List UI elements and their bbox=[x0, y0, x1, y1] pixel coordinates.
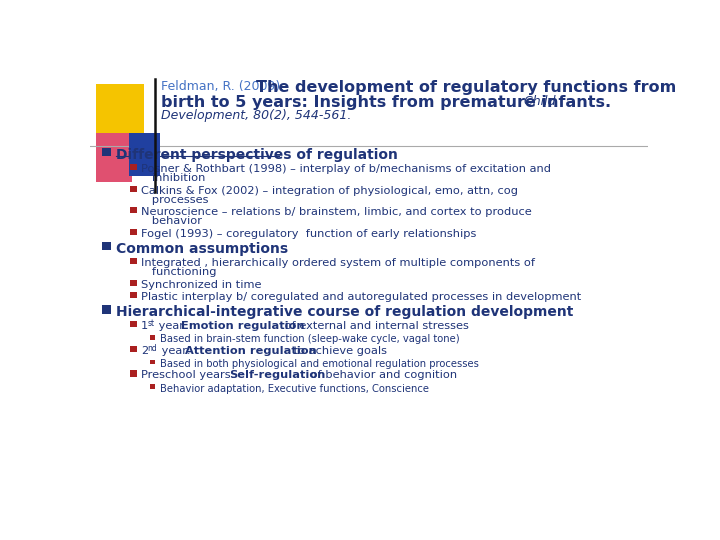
Text: Emotion regulation: Emotion regulation bbox=[181, 321, 305, 331]
Text: Hierarchical-integrative course of regulation development: Hierarchical-integrative course of regul… bbox=[116, 305, 573, 319]
Bar bbox=[96, 132, 132, 182]
Text: Development, 80(2), 544-561.: Development, 80(2), 544-561. bbox=[161, 109, 351, 122]
Text: Preschool years:: Preschool years: bbox=[141, 370, 238, 381]
Text: 1: 1 bbox=[141, 321, 148, 331]
Bar bbox=[130, 258, 137, 264]
Text: Integrated , hierarchically ordered system of multiple components of: Integrated , hierarchically ordered syst… bbox=[141, 258, 535, 268]
Text: Neuroscience – relations b/ brainstem, limbic, and cortex to produce: Neuroscience – relations b/ brainstem, l… bbox=[141, 207, 532, 217]
Text: Posner & Rothbart (1998) – interplay of b/mechanisms of excitation and: Posner & Rothbart (1998) – interplay of … bbox=[141, 164, 551, 174]
Text: to achieve goals: to achieve goals bbox=[290, 346, 387, 356]
Bar bbox=[130, 280, 137, 286]
Text: Plastic interplay b/ coregulated and autoregulated processes in development: Plastic interplay b/ coregulated and aut… bbox=[141, 292, 582, 302]
Text: Attention regulation: Attention regulation bbox=[184, 346, 316, 356]
Text: Fogel (1993) – coregulatory  function of early relationships: Fogel (1993) – coregulatory function of … bbox=[141, 229, 477, 239]
Bar bbox=[96, 84, 144, 134]
Bar bbox=[129, 132, 160, 176]
Text: Based in brain-stem function (sleep-wake cycle, vagal tone): Based in brain-stem function (sleep-wake… bbox=[160, 334, 459, 345]
Bar bbox=[150, 384, 155, 389]
Text: st: st bbox=[148, 319, 155, 328]
Bar bbox=[130, 292, 137, 298]
Bar bbox=[130, 207, 137, 213]
Text: nd: nd bbox=[148, 343, 157, 353]
Text: Behavior adaptation, Executive functions, Conscience: Behavior adaptation, Executive functions… bbox=[160, 383, 428, 394]
Text: year:: year: bbox=[158, 346, 194, 356]
Bar bbox=[150, 335, 155, 340]
Bar bbox=[102, 305, 111, 314]
Bar bbox=[102, 148, 111, 157]
Text: Child: Child bbox=[516, 95, 556, 108]
Text: of external and internal stresses: of external and internal stresses bbox=[282, 321, 469, 331]
Bar bbox=[102, 242, 111, 251]
Text: Based in both physiological and emotional regulation processes: Based in both physiological and emotiona… bbox=[160, 359, 479, 369]
Text: Common assumptions: Common assumptions bbox=[116, 242, 288, 256]
Bar bbox=[130, 370, 137, 377]
Text: birth to 5 years: Insights from premature infants.: birth to 5 years: Insights from prematur… bbox=[161, 95, 611, 110]
Text: Calkins & Fox (2002) – integration of physiological, emo, attn, cog: Calkins & Fox (2002) – integration of ph… bbox=[141, 186, 518, 195]
Text: of behavior and cognition: of behavior and cognition bbox=[307, 370, 457, 381]
Text: Feldman, R. (2009).: Feldman, R. (2009). bbox=[161, 80, 289, 93]
Bar bbox=[130, 186, 137, 192]
Text: processes: processes bbox=[141, 195, 209, 205]
Text: year:: year: bbox=[155, 321, 192, 331]
Text: Self-regulation: Self-regulation bbox=[229, 370, 325, 381]
Text: 2: 2 bbox=[141, 346, 148, 356]
Text: Different perspectives of regulation: Different perspectives of regulation bbox=[116, 148, 397, 162]
Bar bbox=[130, 164, 137, 170]
Text: behavior: behavior bbox=[141, 217, 202, 226]
Bar bbox=[130, 346, 137, 352]
Text: The development of regulatory functions from: The development of regulatory functions … bbox=[256, 80, 676, 95]
Text: Synchronized in time: Synchronized in time bbox=[141, 280, 261, 289]
Bar bbox=[130, 229, 137, 235]
Bar bbox=[130, 321, 137, 327]
Bar bbox=[150, 360, 155, 365]
Text: functioning: functioning bbox=[141, 267, 217, 278]
Text: inhibition: inhibition bbox=[141, 173, 205, 184]
